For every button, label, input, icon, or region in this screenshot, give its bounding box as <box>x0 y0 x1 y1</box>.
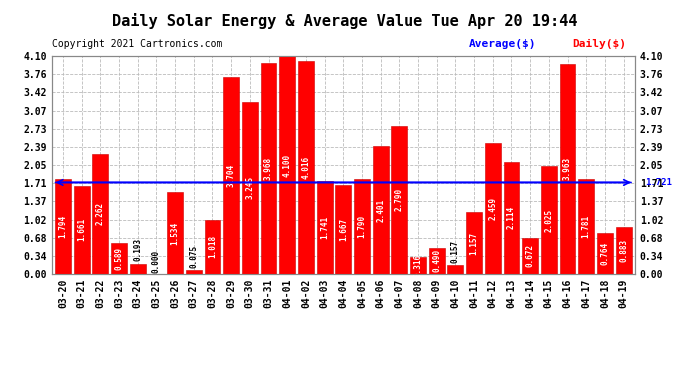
Text: 1.790: 1.790 <box>357 215 366 238</box>
Text: 0.883: 0.883 <box>619 239 628 262</box>
Text: Daily Solar Energy & Average Value Tue Apr 20 19:44: Daily Solar Energy & Average Value Tue A… <box>112 13 578 29</box>
Text: Average($): Average($) <box>469 39 537 50</box>
Bar <box>560 63 575 274</box>
Bar <box>578 179 594 274</box>
Text: 1.018: 1.018 <box>208 235 217 258</box>
Text: 1.157: 1.157 <box>470 231 479 255</box>
Text: 3.963: 3.963 <box>563 157 572 180</box>
Text: 2.025: 2.025 <box>544 209 553 232</box>
Text: Daily($): Daily($) <box>573 39 627 50</box>
Text: 0.490: 0.490 <box>432 249 441 272</box>
Text: 1.721: 1.721 <box>645 178 672 187</box>
Bar <box>261 63 277 274</box>
Bar <box>522 238 538 274</box>
Bar <box>391 126 407 274</box>
Bar <box>485 143 501 274</box>
Text: Copyright 2021 Cartronics.com: Copyright 2021 Cartronics.com <box>52 39 222 50</box>
Bar <box>335 185 351 274</box>
Text: 3.245: 3.245 <box>246 176 255 199</box>
Text: 1.534: 1.534 <box>170 222 179 245</box>
Text: 0.075: 0.075 <box>189 244 198 268</box>
Text: 4.016: 4.016 <box>302 156 310 179</box>
Bar <box>504 162 520 274</box>
Bar <box>373 146 388 274</box>
Bar <box>74 186 90 274</box>
Text: 0.672: 0.672 <box>526 244 535 267</box>
Text: 3.704: 3.704 <box>226 164 236 187</box>
Bar <box>615 227 631 274</box>
Bar <box>279 56 295 274</box>
Text: 2.790: 2.790 <box>395 188 404 211</box>
Bar <box>597 233 613 274</box>
Bar <box>410 257 426 274</box>
Text: 0.000: 0.000 <box>152 250 161 273</box>
Text: 2.114: 2.114 <box>507 206 516 229</box>
Text: 2.401: 2.401 <box>376 198 385 222</box>
Text: 0.193: 0.193 <box>133 238 142 261</box>
Bar <box>541 166 557 274</box>
Bar <box>204 220 220 274</box>
Text: 1.794: 1.794 <box>59 214 68 238</box>
Bar <box>186 270 201 274</box>
Bar <box>242 102 258 274</box>
Bar <box>428 248 444 274</box>
Bar <box>55 178 71 274</box>
Bar <box>167 192 183 274</box>
Bar <box>298 61 314 274</box>
Bar <box>111 243 127 274</box>
Bar <box>223 77 239 274</box>
Text: 0.316: 0.316 <box>413 254 422 277</box>
Bar <box>92 154 108 274</box>
Text: 1.667: 1.667 <box>339 218 348 241</box>
Text: 0.589: 0.589 <box>115 247 124 270</box>
Text: 1.741: 1.741 <box>320 216 329 239</box>
Text: 1.661: 1.661 <box>77 218 86 241</box>
Text: 0.764: 0.764 <box>600 242 609 265</box>
Text: 4.100: 4.100 <box>283 153 292 177</box>
Bar <box>447 266 464 274</box>
Bar <box>354 179 370 274</box>
Bar <box>130 264 146 274</box>
Text: 0.157: 0.157 <box>451 240 460 263</box>
Text: 2.262: 2.262 <box>96 202 105 225</box>
Bar <box>317 182 333 274</box>
Text: 3.968: 3.968 <box>264 157 273 180</box>
Text: 1.781: 1.781 <box>582 215 591 238</box>
Bar <box>466 212 482 274</box>
Text: 2.459: 2.459 <box>489 197 497 220</box>
